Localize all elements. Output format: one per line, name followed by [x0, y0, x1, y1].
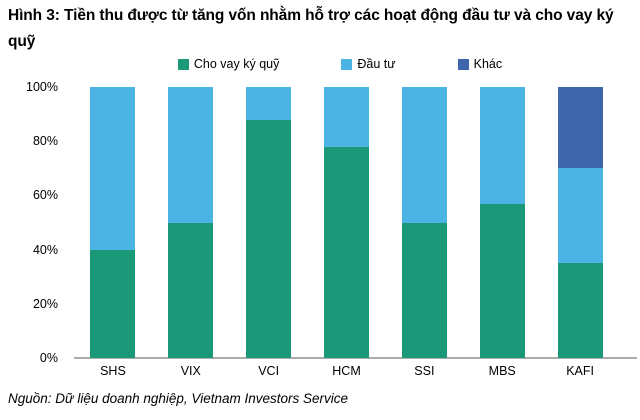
- bar-segment: [479, 203, 525, 358]
- x-axis-line: [74, 357, 637, 359]
- bar-column-kafi: [541, 87, 619, 358]
- bars-container: [74, 87, 619, 358]
- bar-segment: [324, 146, 369, 358]
- legend: Cho vay ký quỹ Đầu tư Khác: [60, 57, 620, 71]
- bar-column-hcm: [308, 87, 386, 358]
- bar-column-ssi: [385, 87, 463, 358]
- y-tick-label: 20%: [32, 296, 58, 311]
- legend-item-2: Khác: [457, 57, 503, 71]
- y-tick-label: 60%: [32, 188, 58, 203]
- y-tick-label: 80%: [32, 134, 58, 149]
- x-category-label-vix: VIX: [180, 364, 201, 378]
- legend-label: Khác: [473, 57, 503, 71]
- legend-item-0: Cho vay ký quỹ: [177, 57, 280, 71]
- bar-segment: [557, 168, 603, 264]
- x-category-label-shs: SHS: [100, 364, 126, 378]
- bar-segment: [246, 87, 292, 120]
- y-tick-label: 100%: [26, 80, 58, 94]
- legend-swatch-icon: [341, 58, 353, 70]
- legend-swatch-icon: [177, 58, 189, 70]
- x-category-label-vci: VCI: [258, 364, 280, 378]
- stacked-bar-mbs: [479, 87, 525, 358]
- legend-label: Cho vay ký quỹ: [193, 57, 280, 71]
- bar-segment: [168, 87, 214, 223]
- bar-segment: [324, 87, 369, 147]
- stacked-bar-vix: [168, 87, 214, 358]
- chart-title: Hình 3: Tiền thu được từ tăng vốn nhằm h…: [8, 7, 614, 50]
- bar-segment: [168, 222, 214, 358]
- source-note: Nguồn: Dữ liệu doanh nghiệp, Vietnam Inv…: [8, 391, 349, 406]
- bar-segment: [401, 222, 447, 358]
- y-tick-label: 0%: [39, 351, 58, 365]
- plot-area: [74, 87, 637, 359]
- y-tick-label: 40%: [32, 242, 58, 257]
- legend-item-1: Đầu tư: [341, 57, 396, 71]
- y-axis-tick-labels: 0% 20% 40% 60% 80% 100%: [0, 0, 58, 420]
- bar-segment: [90, 249, 136, 358]
- bar-segment: [479, 87, 525, 204]
- stacked-bar-vci: [246, 87, 292, 358]
- bar-segment: [557, 87, 603, 169]
- bar-column-vci: [230, 87, 308, 358]
- stacked-bar-shs: [90, 87, 136, 358]
- bar-segment: [90, 87, 136, 250]
- x-category-label-mbs: MBS: [488, 364, 516, 378]
- x-axis-category-labels: SHS VIX VCI HCM SSI MBS KAFI: [74, 364, 619, 378]
- stacked-bar-kafi: [557, 87, 603, 358]
- stacked-bar-hcm: [324, 87, 369, 358]
- bar-segment: [557, 263, 603, 358]
- bar-segment: [401, 87, 447, 223]
- x-category-label-kafi: KAFI: [566, 364, 594, 378]
- bar-column-mbs: [463, 87, 541, 358]
- x-category-label-ssi: SSI: [414, 364, 435, 378]
- stacked-bar-ssi: [401, 87, 447, 358]
- bar-column-shs: [74, 87, 152, 358]
- legend-label: Đầu tư: [357, 57, 396, 71]
- bar-segment: [246, 119, 292, 358]
- legend-swatch-icon: [457, 58, 469, 70]
- bar-column-vix: [152, 87, 230, 358]
- x-category-label-hcm: HCM: [332, 364, 361, 378]
